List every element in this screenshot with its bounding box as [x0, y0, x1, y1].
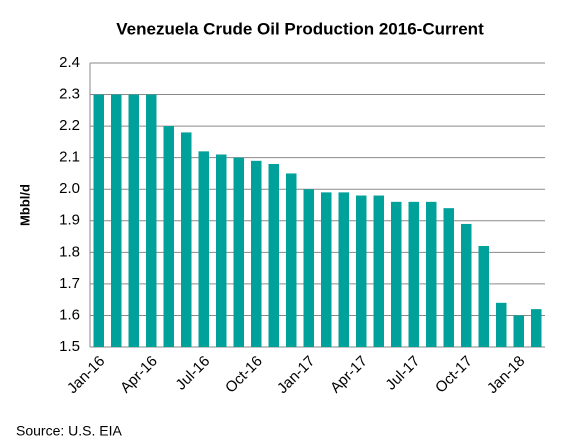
y-tick-label: 2.4 [59, 54, 80, 71]
y-tick-label: 2.0 [59, 180, 80, 197]
bar [461, 223, 472, 347]
y-tick-label: 1.6 [59, 306, 80, 323]
bar [128, 94, 139, 347]
bar [356, 195, 367, 347]
bar [93, 94, 104, 347]
bar [478, 246, 489, 347]
y-tick-label: 1.9 [59, 212, 80, 229]
bar [531, 309, 542, 347]
bar [268, 163, 279, 347]
chart-title: Venezuela Crude Oil Production 2016-Curr… [116, 19, 484, 38]
y-tick-label: 2.2 [59, 117, 80, 134]
y-tick-label: 1.7 [59, 275, 80, 292]
bar [443, 208, 454, 347]
bar [303, 189, 314, 347]
bar [426, 201, 437, 347]
x-tick-label: Jan-16 [64, 353, 108, 397]
x-tick-label: Apr-17 [327, 353, 371, 397]
bar [408, 201, 419, 347]
bar [216, 154, 227, 347]
y-tick-label: 1.8 [59, 243, 80, 260]
x-tick-label: Oct-17 [432, 353, 476, 397]
bar [286, 173, 297, 347]
bar [181, 132, 192, 347]
x-tick-label: Apr-16 [117, 353, 161, 397]
bar [391, 201, 402, 347]
bar [233, 157, 244, 347]
x-tick-label: Jan-18 [484, 353, 528, 397]
y-axis-label: Mbbl/d [17, 184, 32, 226]
y-tick-label: 2.3 [59, 86, 80, 103]
bar [513, 315, 524, 347]
bar [373, 195, 384, 347]
bar [321, 192, 332, 347]
y-tick-label: 2.1 [59, 149, 80, 166]
x-tick-label: Jul-17 [382, 353, 423, 394]
x-tick-label: Jul-16 [172, 353, 213, 394]
bar [111, 94, 122, 347]
bar [251, 160, 262, 347]
bar [338, 192, 349, 347]
bar [146, 94, 157, 347]
y-tick-label: 1.5 [59, 338, 80, 355]
x-tick-label: Oct-16 [222, 353, 266, 397]
bar [163, 126, 174, 347]
bar [496, 302, 507, 347]
x-tick-label: Jan-17 [274, 353, 318, 397]
source-note: Source: U.S. EIA [16, 423, 122, 439]
bar [198, 151, 209, 347]
